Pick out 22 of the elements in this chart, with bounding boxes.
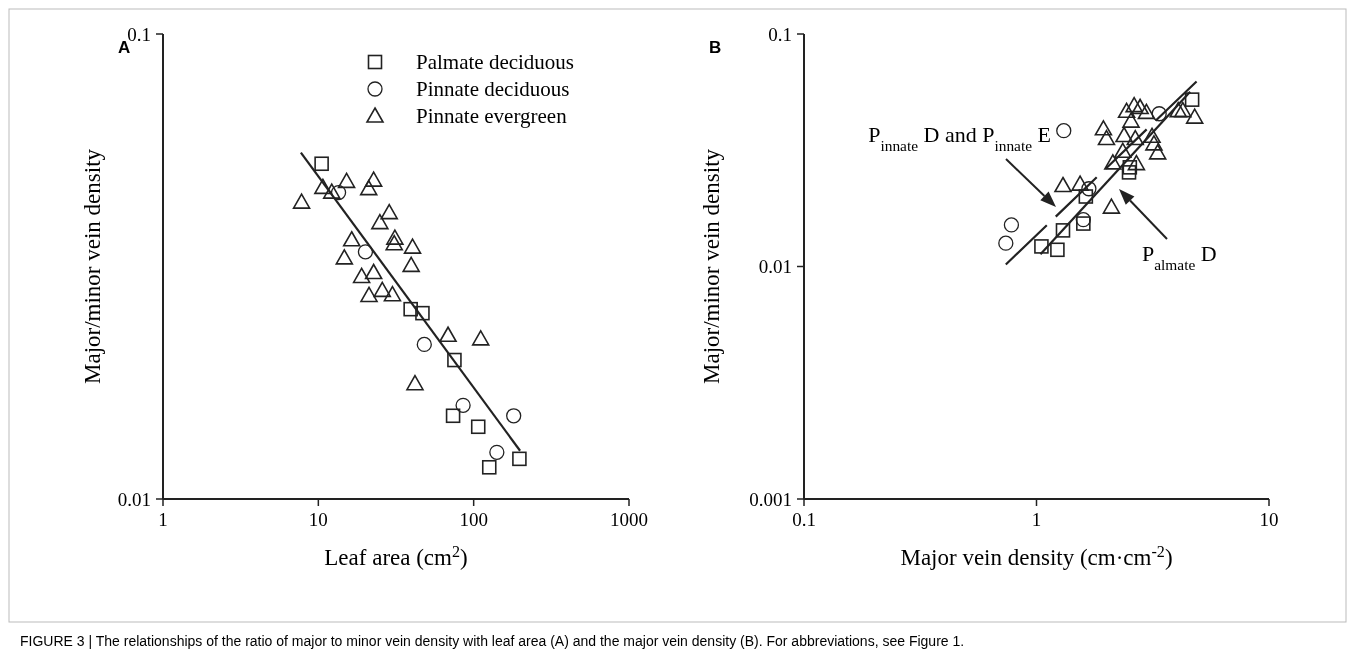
x-tick-label: 1 (158, 509, 168, 530)
x-axis-title: Leaf area (cm$^{2}$) (324, 542, 468, 570)
legend-label: Pinnate evergreen (416, 104, 568, 129)
annotation: P$_{almate}$ D (1142, 241, 1217, 273)
x-tick-label: 1 (1031, 509, 1042, 530)
annotation: P$_{innate}$ D and P$_{innate}$ E (868, 122, 1051, 154)
x-axis-title: Major vein density (cm·cm$^{-2}$) (900, 542, 1173, 570)
x-tick-label: 10 (1259, 509, 1279, 530)
legend-label: Palmate deciduous (416, 50, 575, 75)
chart-title: B (709, 38, 722, 57)
x-tick-label: 0.1 (792, 509, 816, 530)
y-axis-title: Major/minor vein density (80, 148, 105, 385)
caption: FIGURE 3 | The relationships of the ratio of major to minor vein density with leaf area (A) and the major vein density (B). For abbreviations, see Figure 1. (20, 633, 965, 649)
y-tick-label: 0.001 (749, 488, 792, 510)
y-tick-label: 0.1 (768, 23, 792, 45)
y-tick-label: 0.01 (758, 256, 792, 278)
legend-label: Pinnate deciduous (416, 77, 570, 102)
x-tick-label: 1000 (610, 509, 648, 530)
x-tick-label: 100 (459, 509, 488, 530)
y-axis-title: Major/minor vein density (699, 148, 724, 385)
y-tick-label: 0.01 (117, 488, 151, 510)
x-tick-label: 10 (308, 509, 328, 530)
